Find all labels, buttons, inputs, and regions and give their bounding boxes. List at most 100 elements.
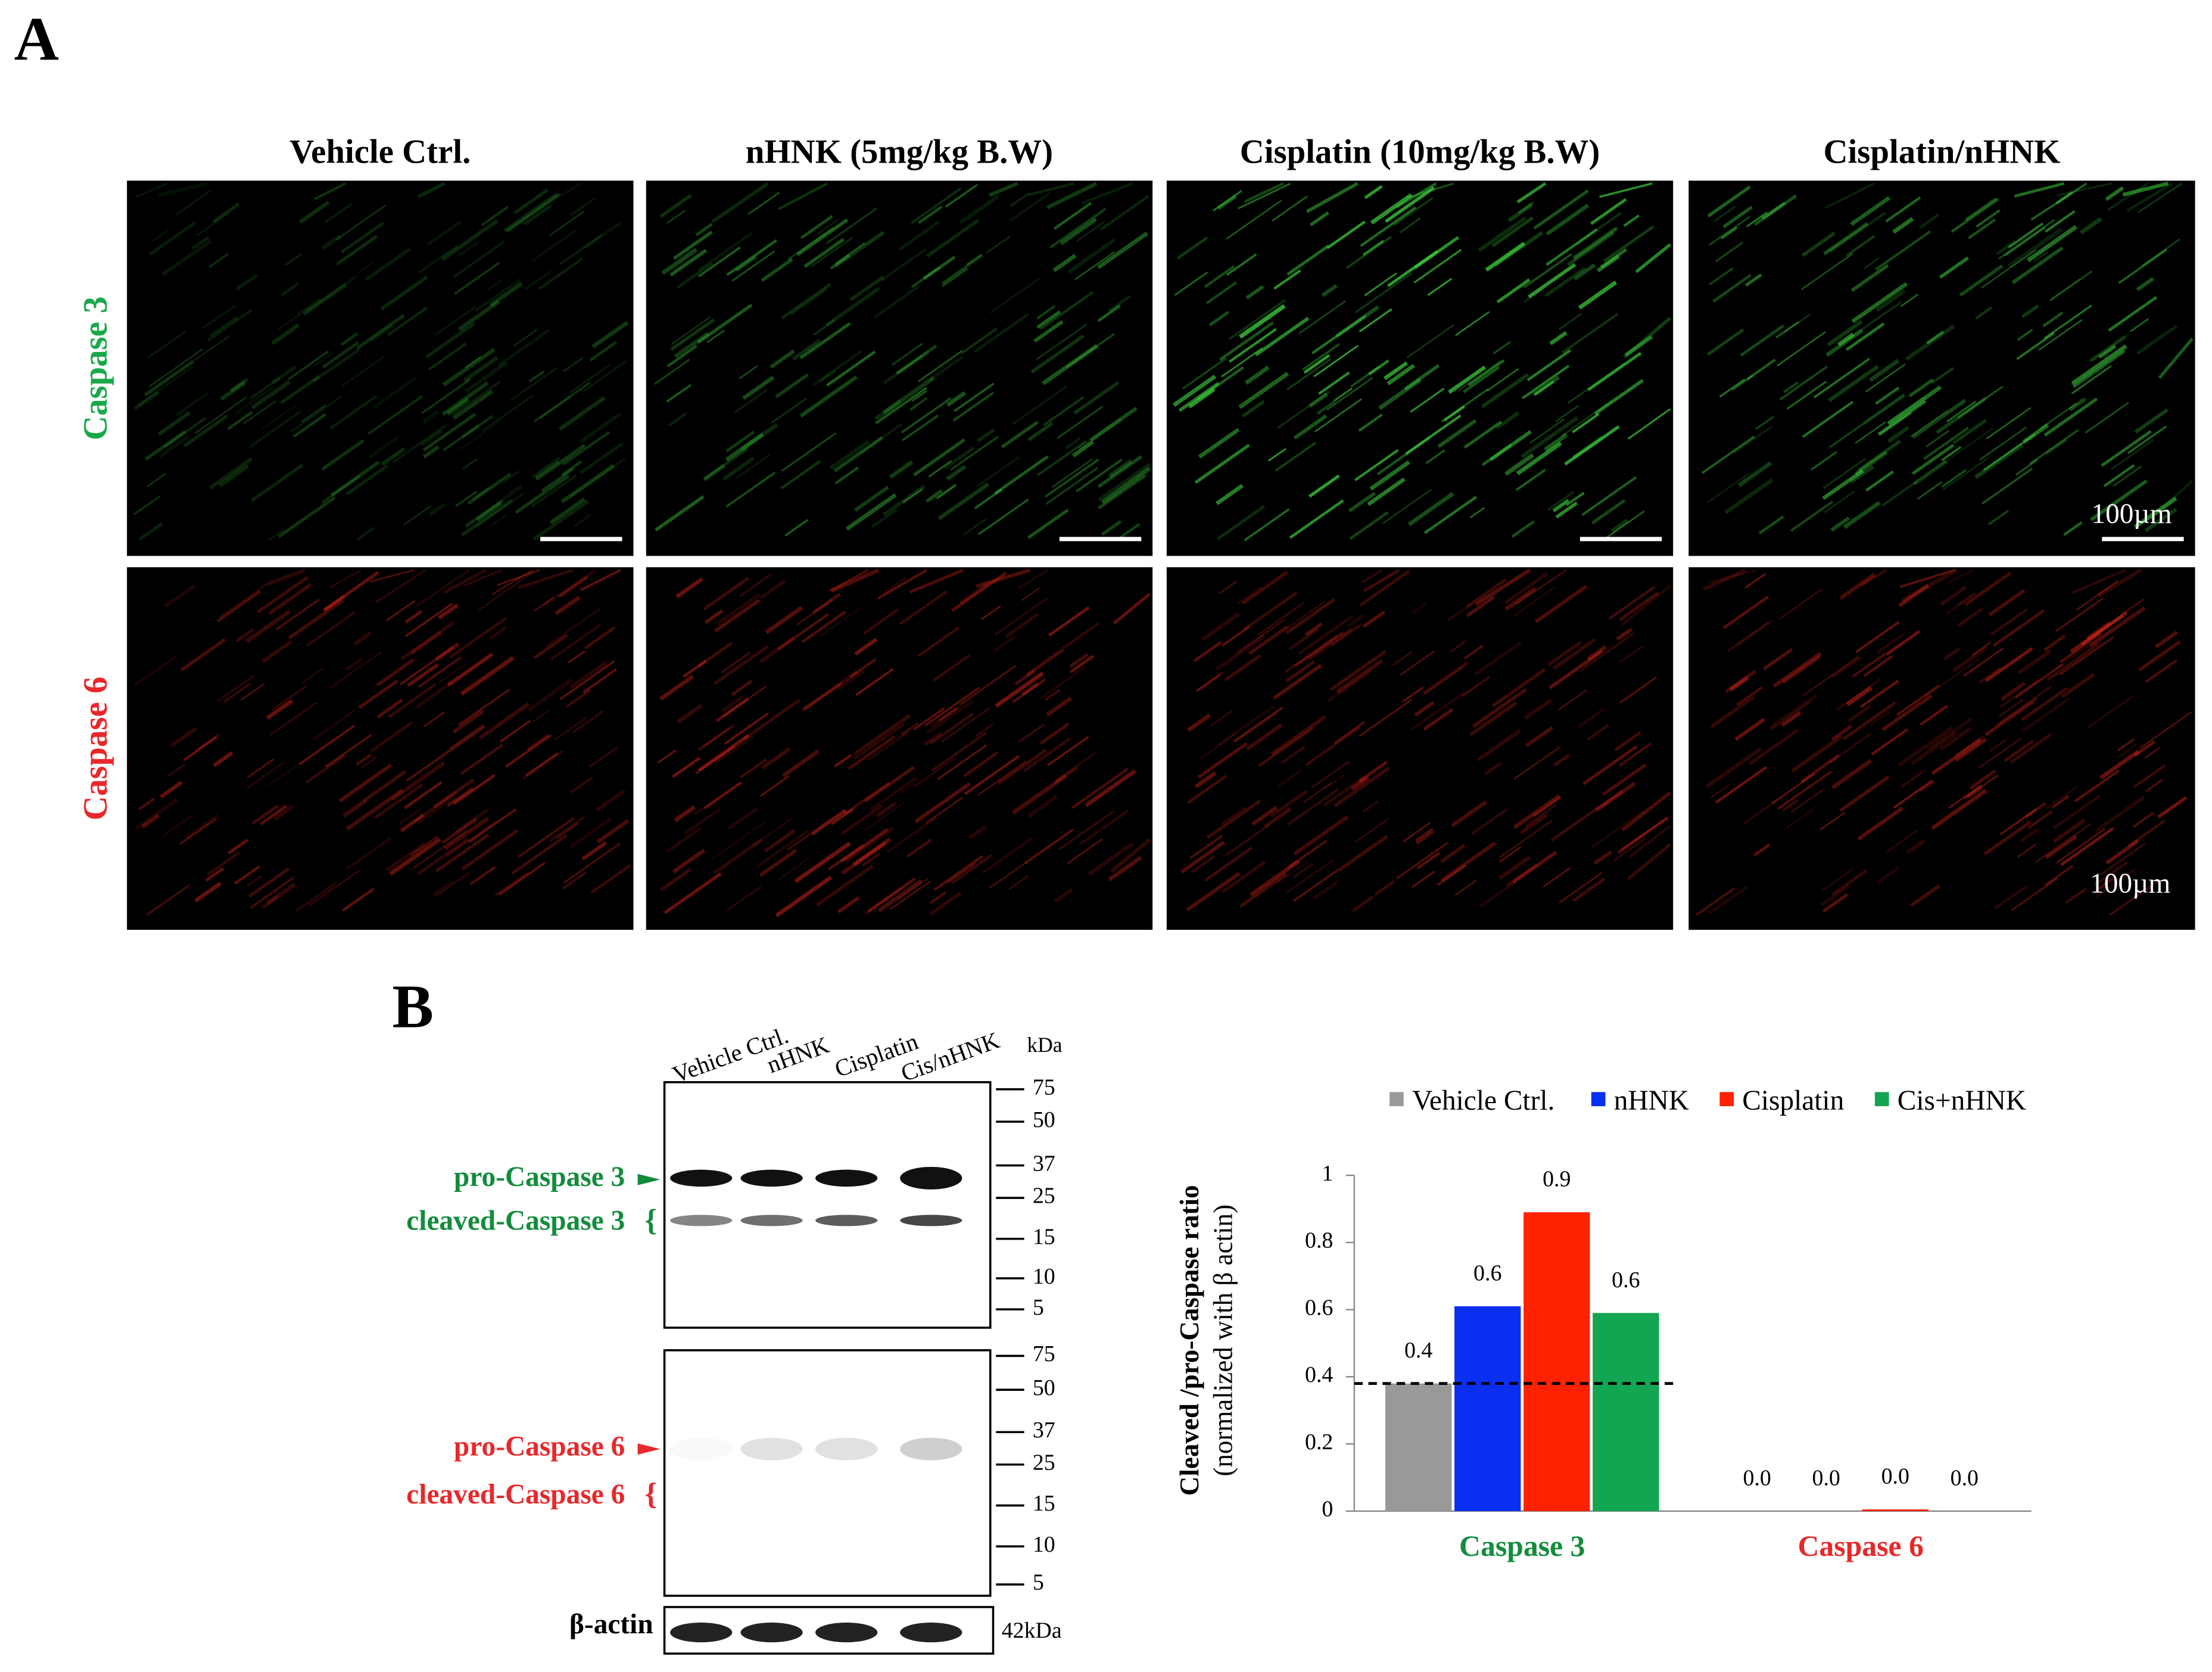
stroke <box>1727 621 1769 652</box>
stroke <box>550 624 601 661</box>
stroke <box>978 499 1029 535</box>
stroke <box>423 711 445 727</box>
stroke <box>447 652 494 687</box>
stroke <box>1048 606 1090 637</box>
row-title: Caspase 6 <box>77 677 114 821</box>
stroke <box>990 277 1041 314</box>
stroke <box>2068 397 2086 412</box>
stroke <box>464 361 508 394</box>
stroke <box>2044 210 2076 233</box>
stroke <box>590 864 632 894</box>
blot-frame <box>663 1081 992 1329</box>
stroke <box>580 569 622 591</box>
stroke <box>1188 388 1216 409</box>
stroke <box>460 743 504 776</box>
stroke <box>1731 375 1754 391</box>
stroke <box>1800 754 1840 783</box>
stroke <box>1273 664 1322 700</box>
stroke <box>1096 231 1149 269</box>
marker-label: 5 <box>1033 1570 1044 1595</box>
stroke <box>1028 182 1074 197</box>
stroke <box>1957 607 1984 627</box>
stroke <box>1859 679 1899 708</box>
stroke <box>1089 406 1138 442</box>
stroke <box>323 594 345 611</box>
stroke <box>183 415 229 448</box>
stroke <box>2086 621 2111 641</box>
band-label: pro-Caspase 3 <box>454 1162 625 1192</box>
stroke <box>1036 440 1087 477</box>
stroke <box>433 880 453 896</box>
stroke <box>2017 649 2052 675</box>
stroke <box>801 611 846 643</box>
stroke <box>417 796 456 824</box>
stroke <box>2134 740 2156 757</box>
stroke <box>415 680 453 709</box>
y-axis-label: Cleaved /pro-Caspase ratio <box>1174 1185 1204 1496</box>
stroke <box>1706 472 1749 503</box>
stroke <box>488 626 507 640</box>
stroke <box>1931 366 1955 384</box>
stroke <box>506 192 562 232</box>
stroke <box>2079 217 2102 235</box>
stroke <box>926 489 943 503</box>
stroke <box>1871 728 1909 756</box>
stroke <box>1549 331 1568 345</box>
stroke <box>1025 648 1064 677</box>
stroke <box>1039 666 1086 700</box>
stroke <box>297 297 322 316</box>
stroke <box>269 702 317 736</box>
stroke <box>2144 507 2177 533</box>
stroke <box>697 232 753 272</box>
stroke <box>494 871 529 896</box>
stroke <box>1108 295 1131 313</box>
stroke <box>570 457 626 498</box>
stroke <box>829 440 870 470</box>
stroke <box>871 508 898 528</box>
stroke <box>560 463 615 504</box>
stroke <box>403 505 432 526</box>
stroke <box>2130 318 2149 332</box>
stroke <box>1737 461 1772 487</box>
stroke <box>982 836 1034 874</box>
y-axis-label: (normalized with β actin) <box>1208 1204 1238 1476</box>
stroke <box>1783 313 1811 334</box>
stroke <box>1378 378 1422 410</box>
value-label: 0.4 <box>1404 1338 1432 1363</box>
stroke <box>1425 449 1445 465</box>
stroke <box>1194 443 1250 484</box>
stroke <box>1618 591 1660 622</box>
stroke <box>1197 674 1222 692</box>
stroke <box>138 522 163 541</box>
stroke <box>1918 213 1940 229</box>
stroke <box>138 366 194 406</box>
stroke <box>341 356 385 387</box>
marker-label: 15 <box>1033 1491 1055 1516</box>
stroke <box>435 642 460 661</box>
stroke <box>2055 597 2104 632</box>
stroke <box>1236 618 1286 654</box>
stroke <box>913 757 956 788</box>
stroke <box>1790 500 1834 532</box>
stroke <box>1191 855 1216 874</box>
stroke <box>515 474 570 514</box>
stroke <box>1783 381 1799 394</box>
stroke <box>1045 689 1061 701</box>
stroke <box>816 864 874 907</box>
stroke <box>1385 186 1435 223</box>
stroke <box>1298 615 1354 655</box>
stroke <box>1734 718 1765 741</box>
stroke <box>1919 780 1935 793</box>
texture <box>653 182 1151 541</box>
stroke <box>1410 387 1445 413</box>
stroke <box>1178 382 1220 412</box>
stroke <box>864 765 915 803</box>
stroke <box>1577 708 1605 728</box>
stroke <box>1886 829 1919 853</box>
stroke <box>454 261 500 295</box>
stroke <box>1917 481 1943 500</box>
stroke <box>1706 328 1744 356</box>
stroke <box>962 518 987 536</box>
stroke <box>1358 760 1388 783</box>
stroke <box>2056 182 2112 197</box>
